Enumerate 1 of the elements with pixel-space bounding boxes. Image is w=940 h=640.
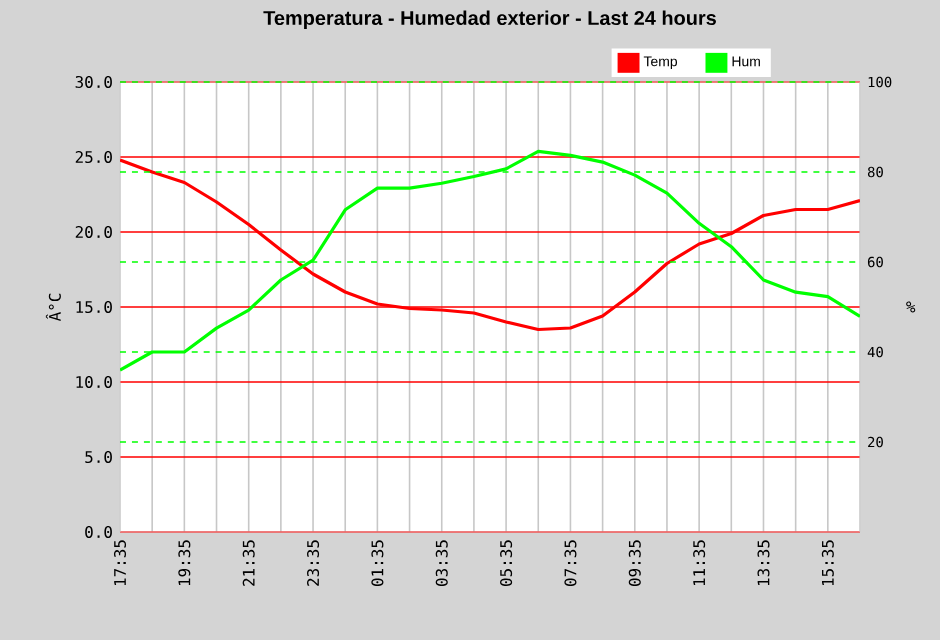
chart-title: Temperatura - Humedad exterior - Last 24 hours — [263, 10, 716, 29]
